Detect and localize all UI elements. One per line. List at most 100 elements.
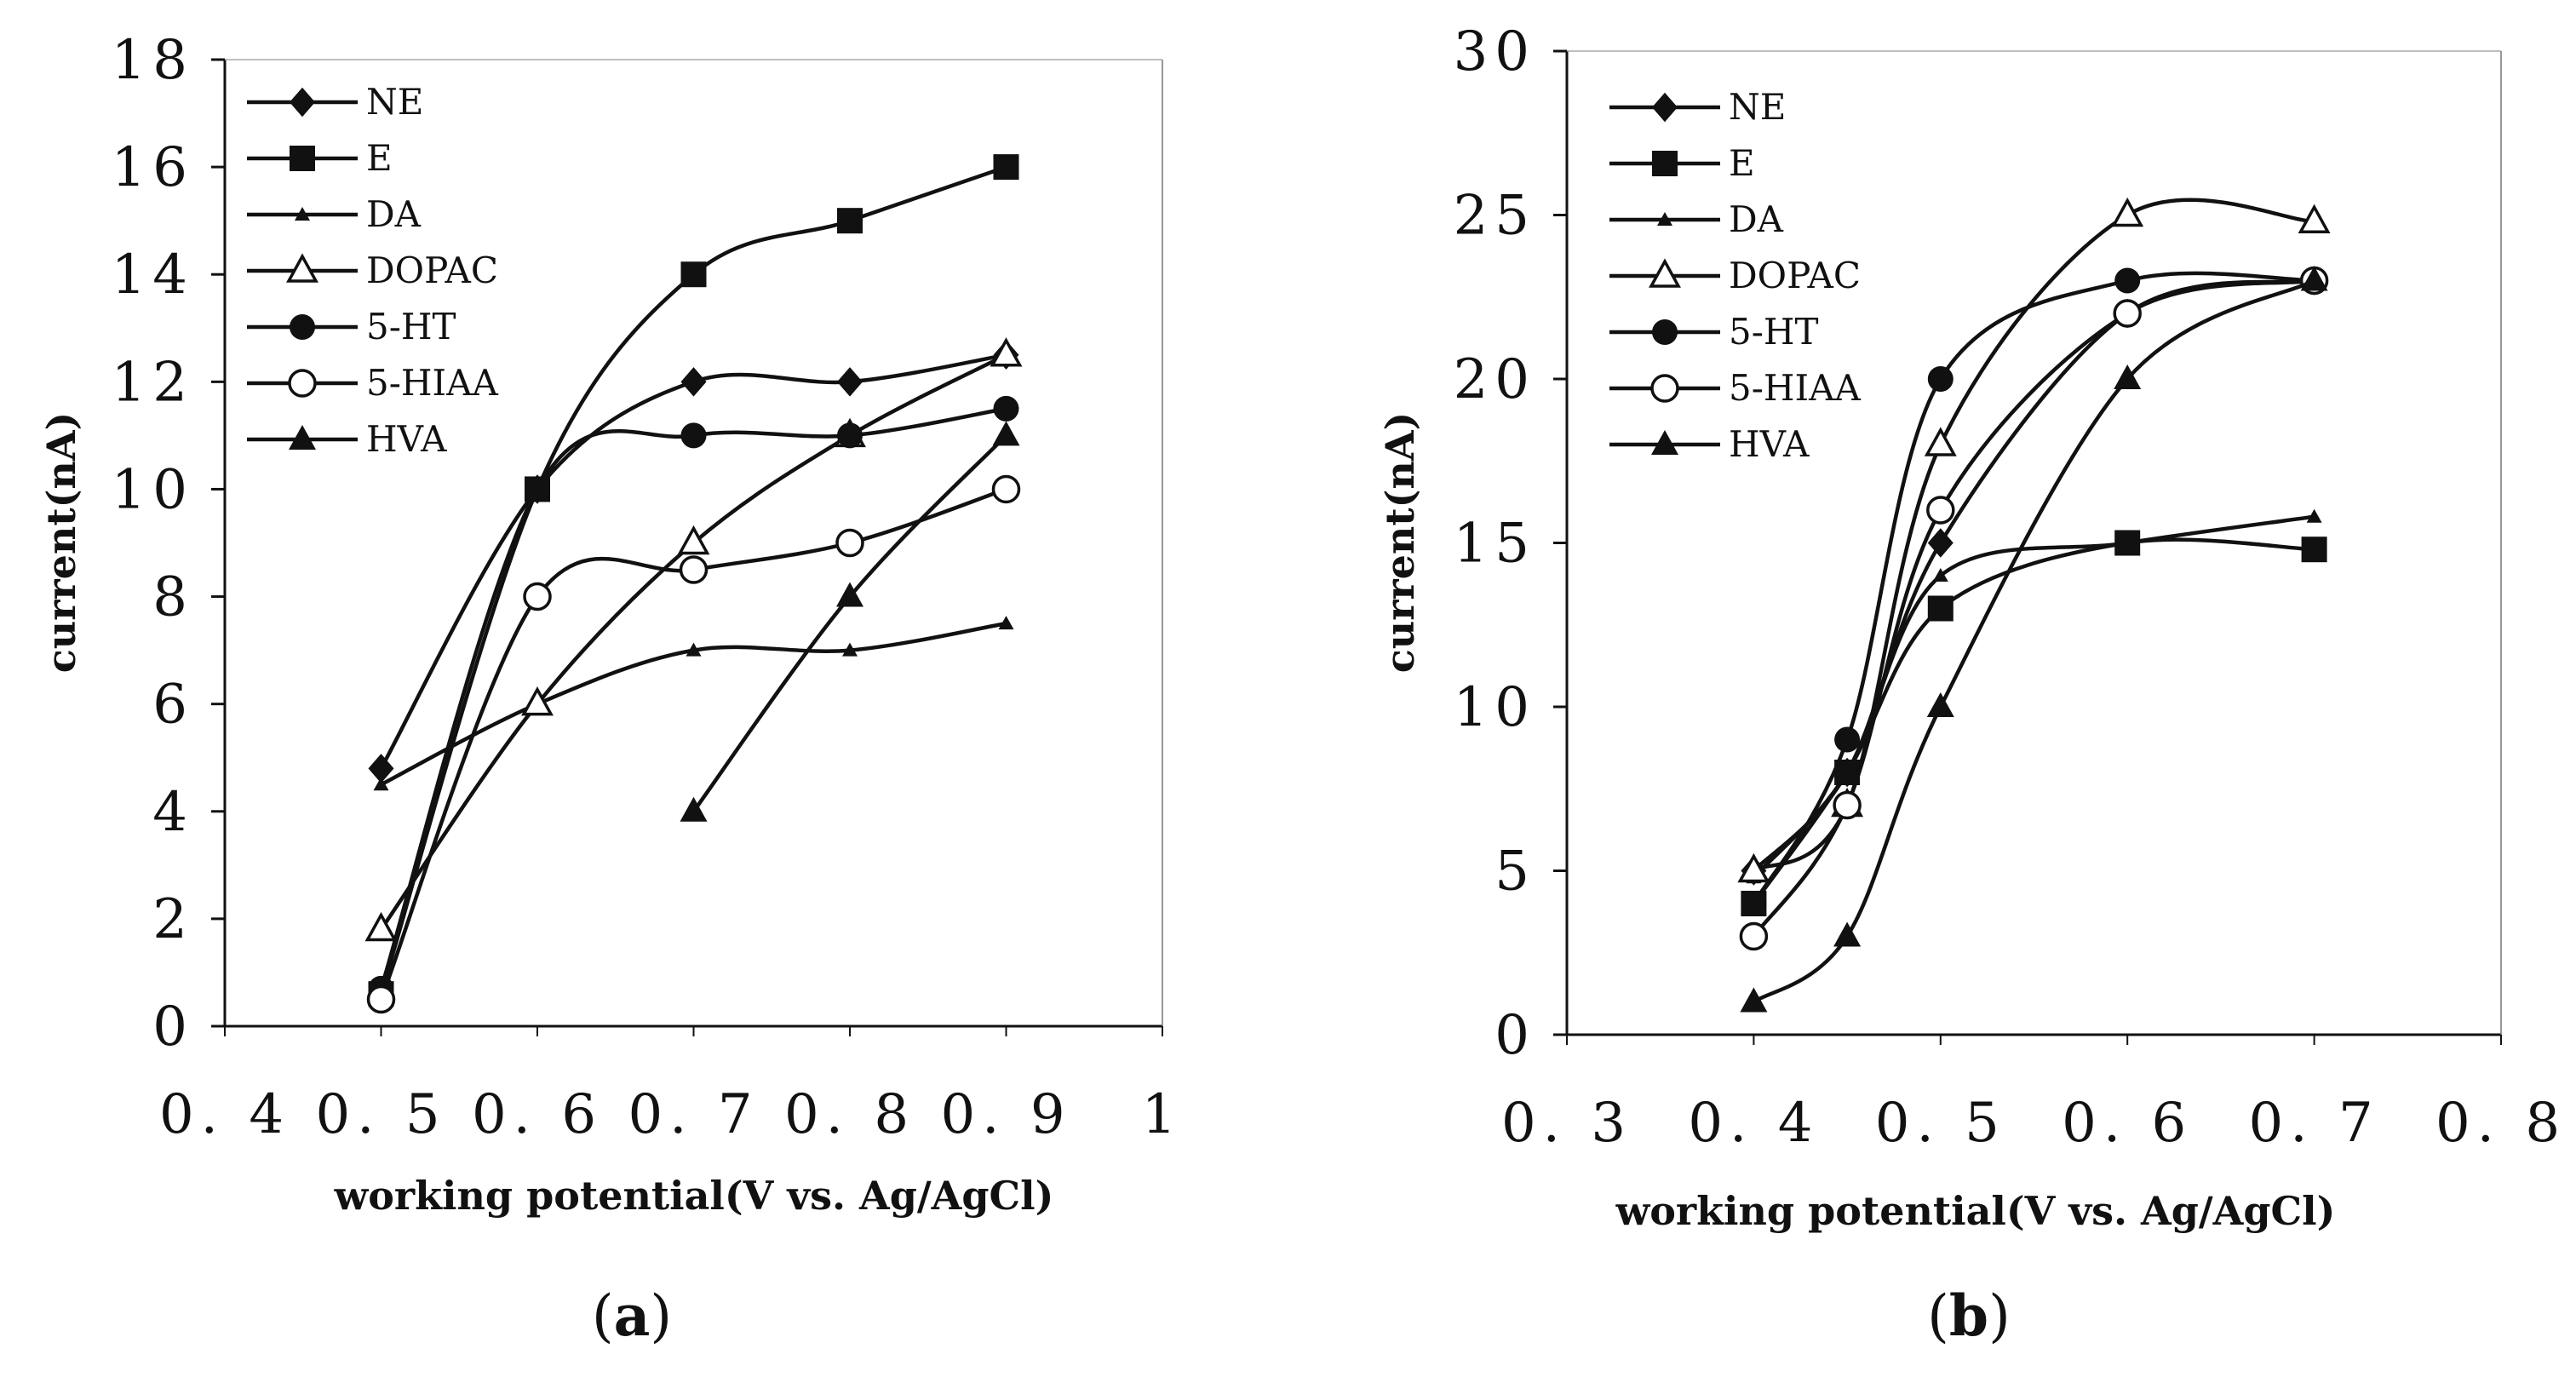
data-point: [1741, 891, 1767, 916]
data-point: [680, 422, 707, 449]
x-tick-label: 0. 6: [2062, 1092, 2193, 1155]
series-line: [1753, 278, 2315, 1004]
data-point: [992, 421, 1020, 446]
x-tick-label: 0. 9: [940, 1083, 1071, 1146]
data-point: [1833, 790, 1862, 820]
legend-label: DOPAC: [366, 250, 498, 291]
data-point: [1739, 921, 1769, 951]
series-e: [1741, 530, 2327, 916]
data-point: [1737, 852, 1770, 883]
y-tick-label: 5: [1495, 841, 1536, 904]
legend-entry: DA: [247, 193, 422, 235]
data-point: [2114, 267, 2141, 294]
y-tick-label: 18: [112, 29, 194, 92]
legend-label: 5-HIAA: [366, 362, 498, 404]
legend-entry: HVA: [1609, 423, 1810, 465]
data-point: [993, 154, 1019, 181]
legend-entry: HVA: [247, 418, 447, 460]
legend-entry: E: [247, 137, 393, 179]
legend-label: E: [1729, 142, 1755, 184]
legend-marker: [290, 314, 315, 340]
panel-caption: (a): [592, 1283, 672, 1349]
y-tick-label: 14: [112, 244, 194, 307]
data-point: [2306, 508, 2322, 523]
data-point: [1924, 427, 1957, 456]
legend-entry: E: [1609, 142, 1755, 184]
legend-label: NE: [1729, 86, 1786, 128]
data-point: [686, 642, 702, 657]
series-da: [373, 616, 1014, 791]
data-point: [998, 616, 1014, 630]
legend-entry: NE: [247, 81, 423, 123]
y-tick-label: 2: [152, 888, 194, 951]
data-point: [525, 476, 550, 502]
y-tick-label: 10: [1454, 676, 1536, 739]
panel-caption: (b): [1927, 1283, 2011, 1349]
data-point: [835, 528, 864, 558]
data-point: [2114, 364, 2142, 389]
legend-entry: 5-HT: [247, 306, 456, 347]
y-tick-label: 25: [1454, 185, 1536, 248]
data-point: [680, 261, 707, 288]
data-point: [2298, 204, 2331, 233]
legend-label: DA: [366, 193, 422, 235]
series-ne: [1741, 266, 2327, 886]
data-point: [2301, 537, 2327, 563]
series-5-hiaa: [366, 474, 1021, 1014]
data-point: [523, 582, 552, 611]
legend-entry: DOPAC: [247, 250, 498, 291]
series-line: [379, 164, 1007, 995]
legend-marker: [1652, 92, 1678, 123]
x-tick-label: 0. 6: [472, 1083, 603, 1146]
legend-entry: 5-HIAA: [247, 362, 498, 404]
series-line: [379, 487, 1007, 1001]
legend-entry: DOPAC: [1609, 255, 1861, 296]
series-5-hiaa: [1739, 266, 2329, 951]
data-point: [1833, 921, 1862, 947]
y-axis-label: current(nA): [1377, 412, 1423, 674]
legend-label: 5-HIAA: [1729, 367, 1861, 409]
legend-entry: 5-HIAA: [1609, 367, 1861, 409]
legend-label: E: [366, 137, 393, 179]
x-axis-label: working potential(V vs. Ag/AgCl): [334, 1173, 1054, 1219]
legend-label: 5-HT: [366, 306, 456, 347]
data-point: [1740, 987, 1768, 1013]
data-point: [2120, 535, 2136, 549]
series-5-ht: [1741, 267, 2327, 916]
series-line: [1752, 537, 2315, 905]
legend-marker: [1652, 151, 1678, 176]
data-point: [991, 474, 1021, 504]
legend-marker: [286, 253, 318, 283]
legend-marker: [1657, 212, 1672, 226]
x-tick-label: 0. 8: [784, 1083, 915, 1146]
data-point: [368, 754, 394, 783]
y-tick-label: 16: [112, 136, 194, 199]
legend-marker: [1652, 319, 1678, 345]
x-tick-label: 0. 7: [628, 1083, 759, 1146]
x-tick-label: 0. 8: [2435, 1092, 2567, 1155]
panel-caption-letter: a: [614, 1283, 651, 1349]
series-line: [691, 433, 1008, 813]
series-line: [1752, 271, 2315, 905]
data-point: [677, 525, 710, 555]
data-point: [837, 422, 863, 449]
legend-entry: NE: [1609, 86, 1786, 128]
x-tick-label: 0. 5: [315, 1083, 446, 1146]
x-tick-label: 0. 7: [2249, 1092, 2380, 1155]
legend-label: DOPAC: [1729, 255, 1861, 296]
data-point: [1932, 568, 1948, 582]
legend-entry: DA: [1609, 198, 1784, 240]
data-point: [1926, 692, 1954, 717]
y-tick-label: 8: [152, 566, 194, 629]
legend-marker: [1650, 374, 1679, 403]
data-point: [990, 337, 1023, 367]
data-point: [373, 777, 389, 791]
series-dopac: [1737, 197, 2331, 883]
y-tick-label: 4: [152, 781, 194, 844]
series-5-ht: [368, 395, 1019, 1001]
data-point: [1926, 496, 1955, 525]
y-axis-label: current(nA): [38, 412, 84, 674]
y-tick-label: 0: [152, 996, 194, 1059]
x-tick-label: 0. 4: [1688, 1092, 1819, 1155]
